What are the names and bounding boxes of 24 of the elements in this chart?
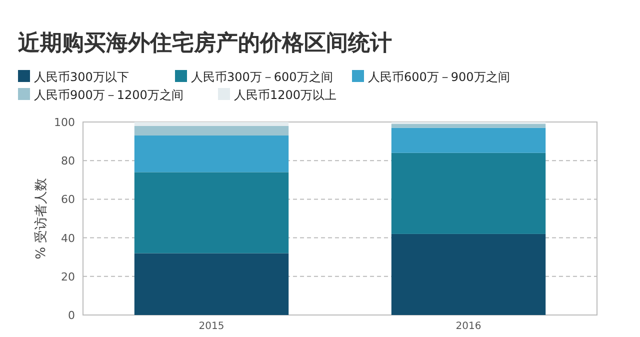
bar [134,126,289,136]
bar [391,128,546,153]
bar [134,122,289,126]
x-tick-label: 2016 [456,321,482,332]
chart-title: 近期购买海外住宅房产的价格区间统计 [17,30,392,56]
bar [134,253,289,315]
y-tick-label: 0 [68,309,75,322]
bar [391,124,546,128]
bar [391,152,546,234]
bar [134,136,289,172]
legend-label: 人民币1200万以上 [234,88,337,102]
bar [391,234,546,315]
x-tick-label: 2015 [198,321,224,332]
bar [134,172,289,254]
y-tick-label: 80 [61,154,75,168]
y-tick-label: 40 [61,232,75,245]
y-tick-label: 100 [54,116,75,129]
y-tick-label: 20 [61,270,75,284]
legend-label: 人民币300万－600万之间 [191,70,333,84]
y-tick-label: 60 [61,193,75,206]
y-axis-title: % 受访者人数 [33,178,49,260]
legend-label: 人民币900万－1200万之间 [34,88,184,102]
legend-label: 人民币600万－900万之间 [368,70,510,84]
legend-label: 人民币300万以下 [34,70,129,84]
